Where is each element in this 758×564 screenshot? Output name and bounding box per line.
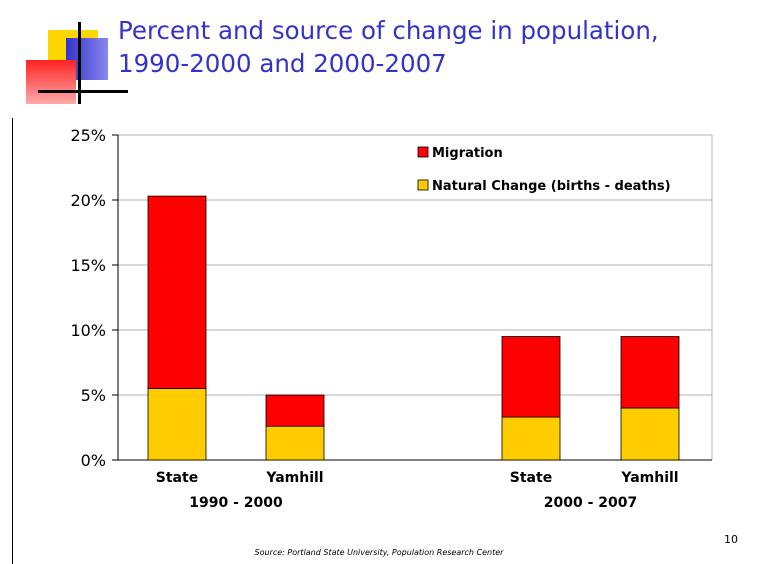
y-tick-label: 25% <box>70 126 106 145</box>
y-tick-label: 15% <box>70 256 106 275</box>
bar-segment <box>501 336 561 418</box>
x-category-label: Yamhill <box>620 470 678 486</box>
y-tick-label: 0% <box>81 451 106 470</box>
title-line-1: Percent and source of change in populati… <box>118 16 659 45</box>
decor-red-square <box>26 60 76 104</box>
page-title: Percent and source of change in populati… <box>118 14 738 80</box>
x-group-label: 1990 - 2000 <box>189 495 283 511</box>
x-category-label: State <box>510 470 552 486</box>
bar-segment <box>147 388 207 461</box>
source-note: Source: Portland State University, Popul… <box>254 548 504 557</box>
y-tick-label: 10% <box>70 321 106 340</box>
decor-horizontal-line <box>38 90 128 93</box>
x-group-label: 2000 - 2007 <box>544 495 638 511</box>
legend-label: Migration <box>432 146 503 161</box>
x-category-label: Yamhill <box>265 470 323 486</box>
bar-segment <box>620 336 680 409</box>
decor-vertical-line <box>78 22 81 104</box>
y-tick-label: 5% <box>81 386 106 405</box>
bar-segment <box>620 407 680 461</box>
x-category-label: State <box>156 470 198 486</box>
legend-swatch <box>417 146 429 158</box>
page-number: 10 <box>724 533 738 546</box>
bar-segment <box>147 195 207 389</box>
bar-segment <box>501 416 561 461</box>
legend-label: Natural Change (births - deaths) <box>432 179 671 194</box>
bar-segment <box>265 394 325 427</box>
title-line-2: 1990-2000 and 2000-2007 <box>118 49 447 78</box>
frame-left-line <box>12 118 13 564</box>
legend-swatch <box>417 179 429 191</box>
bar-segment <box>265 425 325 461</box>
y-tick-label: 20% <box>70 191 106 210</box>
